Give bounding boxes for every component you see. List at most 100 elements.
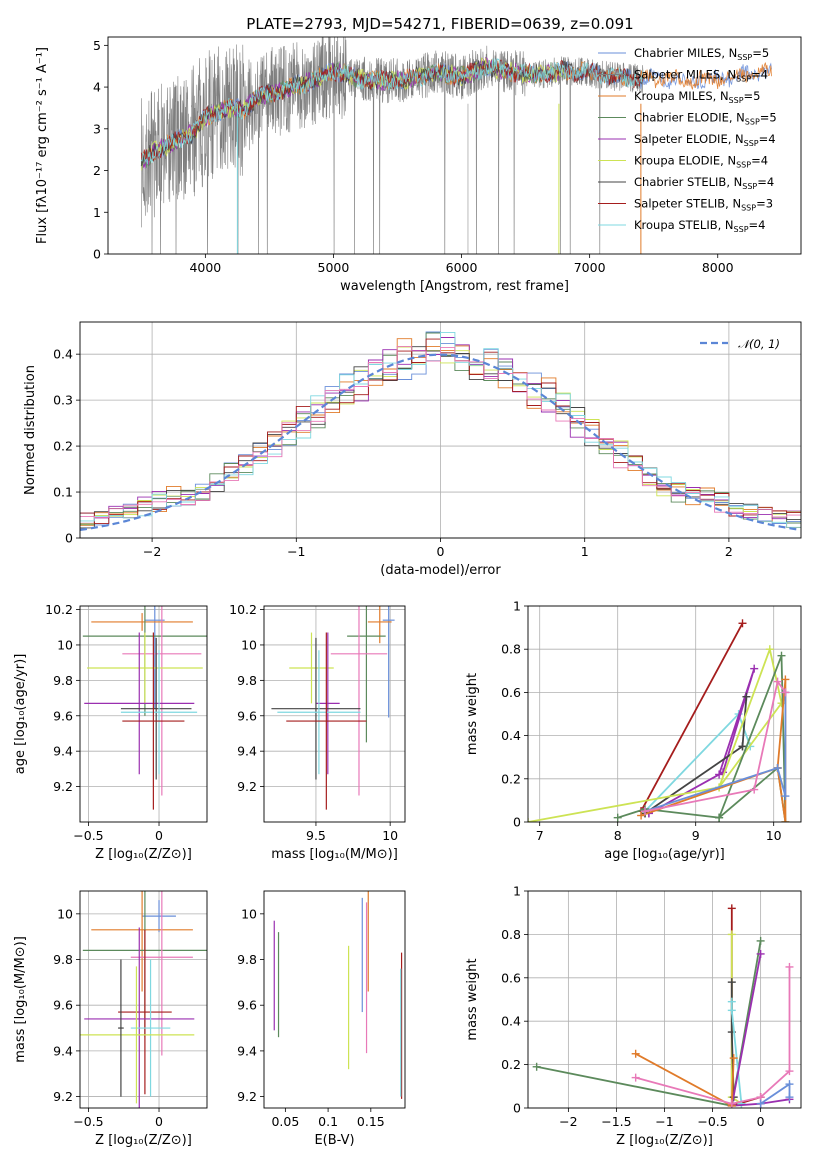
mass-weight-vs-Z-axes: −2 −1.5 −1 −0.5 0 0 0.2 0.4 0.6 0.8 1 Z [log₁₀(Z/Z⊙…: [465, 884, 802, 1148]
mass-vs-EBV-axes: 0.05 0.1 0.15 9.2 9.4 9.6 9.8 10 E(B-V): [237, 890, 406, 1148]
tick-label-x: 7: [536, 828, 544, 843]
weight-point-marker: [631, 1049, 640, 1058]
tick-label-y: 5: [93, 38, 101, 53]
tick-label-x: −2: [143, 544, 161, 559]
tick-label-y: 3: [93, 121, 101, 136]
mass-vs-EBV-ticks: 0.05 0.1 0.15 9.2 9.4 9.6 9.8 10: [237, 906, 385, 1129]
tick-label-y: 0.3: [53, 393, 73, 408]
tick-label-y: 10.2: [229, 602, 257, 617]
legend-entry: Salpeter ELODIE, NSSP=4: [634, 132, 776, 148]
mass-weight-vs-Z-x-axis-label: Z [log₁₀(Z/Z⊙)]: [616, 1133, 713, 1148]
tick-label-y: 0.6: [501, 685, 521, 700]
tick-label-y: 9.2: [237, 779, 257, 794]
tick-label-y: 10: [57, 906, 73, 921]
residuals-plot: [80, 331, 801, 531]
spectrum-y-axis-label: Flux [fλ10⁻¹⁷ erg cm⁻² s⁻¹ A⁻¹]: [35, 47, 50, 244]
weight-point-marker: [637, 811, 646, 820]
weight-series-line: [617, 655, 787, 822]
tick-label-y: 9.4: [53, 744, 73, 759]
mass-weight-vs-age-plot: [528, 619, 790, 822]
mass-weight-vs-age-x-axis-label: age [log₁₀(age/yr)]: [604, 847, 725, 862]
weight-point-marker: [773, 764, 782, 772]
histogram-step-line: [80, 345, 801, 518]
mass-weight-vs-Z-grid: [528, 890, 801, 1109]
tick-label-y: 9.8: [53, 952, 73, 967]
mass-vs-Z-axes: −0.5 0 9.2 9.4 9.6 9.8 10 Z [log₁₀(Z/Z⊙)] mass […: [13, 890, 208, 1148]
weight-point-marker: [742, 692, 751, 701]
legend-entry: Chabrier MILES, NSSP=5: [634, 46, 769, 62]
tick-label-y: 10: [57, 637, 73, 652]
weight-point-marker: [727, 904, 736, 913]
weight-point-marker: [781, 688, 790, 697]
tick-label-y: 9.8: [237, 673, 257, 688]
legend-entry: 𝒩(0, 1): [738, 337, 780, 351]
residuals-ticks: −2 −1 0 1 2 0 0.1 0.2 0.3 0.4: [53, 347, 733, 559]
weight-point-marker: [785, 962, 794, 971]
age-vs-mass-plot: [271, 606, 395, 810]
mass-vs-Z-frame: [79, 890, 208, 1109]
weight-point-marker: [727, 1006, 736, 1015]
tick-label-y: 10: [241, 906, 257, 921]
spectrum-frame: [107, 36, 802, 255]
weight-point-marker: [750, 785, 759, 794]
tick-label-y: 9.6: [53, 708, 73, 723]
tick-label-y: 4: [93, 80, 101, 95]
tick-label-y: 9.8: [53, 673, 73, 688]
tick-label-x: 9.5: [306, 828, 326, 843]
weight-point-marker: [756, 936, 765, 945]
tick-label-x: 0: [155, 828, 163, 843]
weight-series-line: [644, 679, 787, 813]
weight-point-marker: [727, 930, 736, 939]
mass-weight-vs-age-y-axis-label: mass weight: [465, 673, 480, 755]
tick-label-x: 10: [382, 828, 398, 843]
tick-label-y: 9.6: [237, 998, 257, 1013]
tick-label-y: 9.2: [237, 1089, 257, 1104]
tick-label-x: −0.5: [73, 1114, 103, 1129]
age-vs-Z-plot: [82, 606, 207, 810]
weight-point-marker: [641, 807, 649, 816]
tick-label-x: −2: [559, 1114, 577, 1129]
mass-vs-EBV-x-axis-label: E(B-V): [314, 1133, 354, 1148]
weight-series-line: [536, 940, 762, 1107]
mass-weight-vs-Z-ticks: −2 −1.5 −1 −0.5 0 0 0.2 0.4 0.6 0.8 1: [501, 884, 765, 1130]
tick-label-y: 9.6: [237, 708, 257, 723]
weight-point-marker: [785, 1093, 794, 1102]
weight-point-marker: [756, 949, 765, 958]
mass-vs-EBV-frame: [263, 890, 406, 1109]
weight-point-marker: [532, 1062, 541, 1071]
tick-label-x: 4000: [189, 260, 221, 275]
spectrum-plot: [140, 37, 772, 254]
weight-series-line: [640, 679, 787, 822]
mass-vs-Z-x-axis-label: Z [log₁₀(Z/Z⊙)]: [95, 1133, 192, 1148]
mass-weight-vs-Z-frame: [527, 890, 802, 1109]
legend-entry: Kroupa STELIB, NSSP=4: [634, 218, 765, 234]
weight-point-marker: [781, 818, 790, 822]
tick-label-y: 0: [513, 1101, 521, 1116]
tick-label-y: 0.2: [501, 771, 521, 786]
tick-label-y: 10.2: [45, 602, 73, 617]
figure-title: PLATE=2793, MJD=54271, FIBERID=0639, z=0…: [246, 15, 633, 33]
tick-label-y: 0: [65, 531, 73, 546]
model-line-kroupa-stelib: [141, 57, 644, 165]
tick-label-y: 9.8: [237, 952, 257, 967]
tick-label-x: 9: [692, 828, 700, 843]
weight-point-marker: [729, 1054, 738, 1063]
tick-label-x: 8: [614, 828, 622, 843]
weight-point-marker: [631, 1073, 640, 1082]
weight-point-marker: [773, 677, 782, 686]
mass-weight-vs-Z-plot: [532, 904, 794, 1108]
tick-label-y: 9.2: [53, 779, 73, 794]
mass-vs-Z-plot: [80, 891, 207, 1108]
mass-vs-EBV-plot: [273, 891, 403, 1099]
legend-entry: Salpeter STELIB, NSSP=3: [634, 197, 773, 213]
mass-vs-Z-ticks: −0.5 0 9.2 9.4 9.6 9.8 10: [53, 906, 163, 1129]
tick-label-x: −1.5: [601, 1114, 631, 1129]
normal-curve-line: [80, 353, 799, 531]
mass-weight-vs-age-axes: 7 8 9 10 0 0.2 0.4 0.6 0.8 1 age [log₁₀(age/yr)] ma…: [465, 599, 802, 862]
age-vs-Z-frame: [79, 605, 208, 823]
tick-label-x: 0.05: [271, 1114, 299, 1129]
tick-label-x: 6000: [446, 260, 478, 275]
legend-entry: Chabrier ELODIE, NSSP=5: [634, 111, 777, 127]
tick-label-y: 0.4: [501, 1014, 521, 1029]
tick-label-y: 0: [513, 815, 521, 830]
